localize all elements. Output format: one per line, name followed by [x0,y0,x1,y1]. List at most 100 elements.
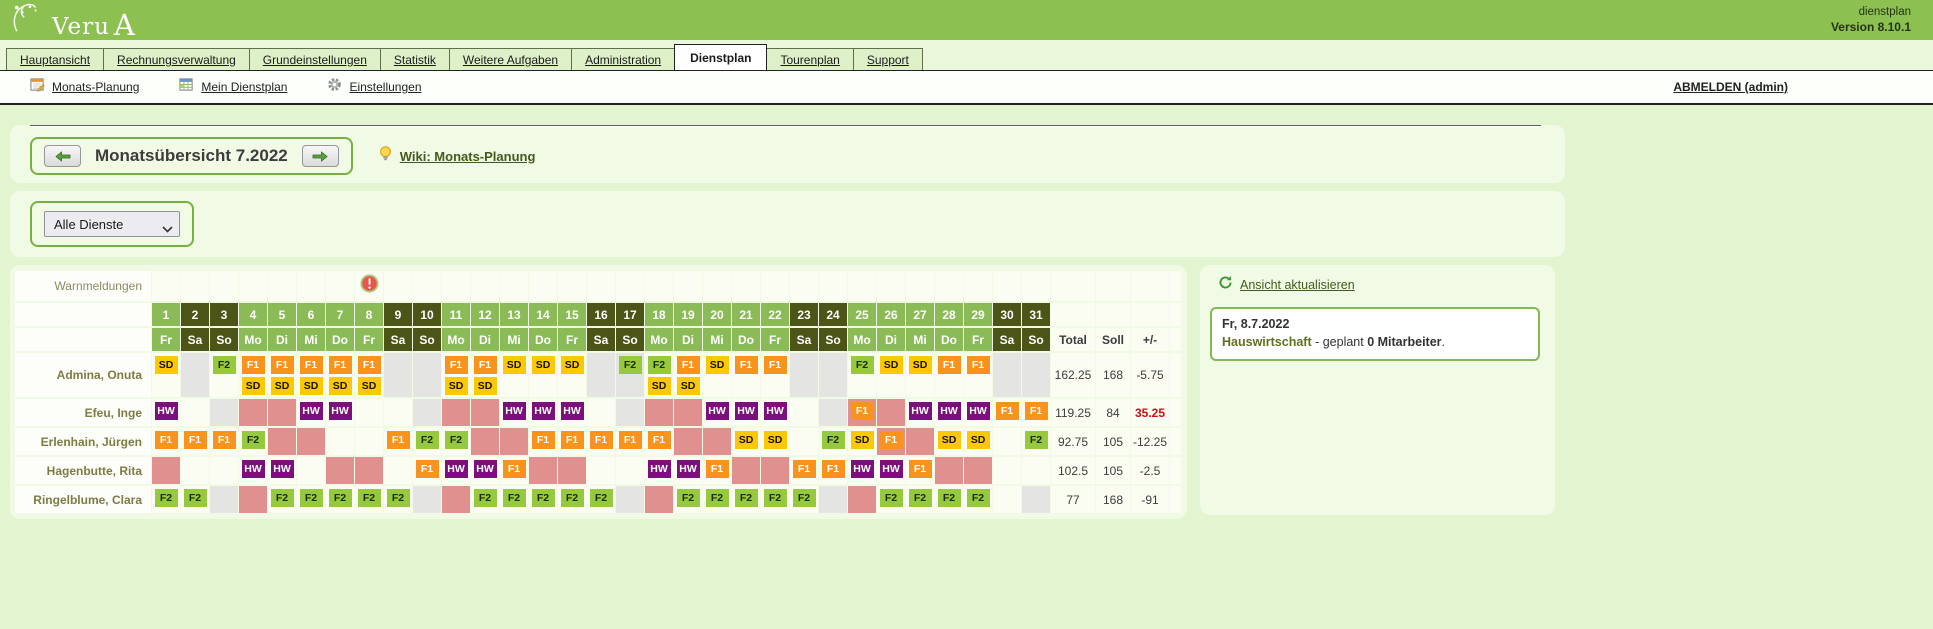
day-cell[interactable] [1022,486,1050,513]
day-cell[interactable] [471,399,499,426]
day-cell[interactable] [152,457,180,484]
day-cell[interactable] [413,353,441,397]
day-cell[interactable]: F2 SD [645,353,673,397]
day-cell[interactable] [993,353,1021,397]
day-cell[interactable]: HW [848,457,876,484]
day-cell[interactable]: F1 [993,399,1021,426]
day-cell[interactable]: F2 [384,486,412,513]
day-cell[interactable] [181,353,209,397]
day-cell[interactable]: HW [297,399,325,426]
toolbar-link-mein-dienstplan[interactable]: Mein Dienstplan [179,77,287,97]
day-cell[interactable]: HW [935,399,963,426]
day-cell[interactable] [181,457,209,484]
day-cell[interactable]: F1 [616,428,644,455]
day-cell[interactable] [935,457,963,484]
day-cell[interactable]: F1 SD [297,353,325,397]
day-cell[interactable] [413,486,441,513]
day-cell[interactable] [210,457,238,484]
day-cell[interactable]: HW [964,399,992,426]
tab-grundeinstellungen[interactable]: Grundeinstellungen [248,48,381,70]
day-cell[interactable]: HW [442,457,470,484]
day-cell[interactable] [616,486,644,513]
day-cell[interactable] [993,457,1021,484]
day-cell[interactable]: F2 [848,353,876,397]
day-cell[interactable]: F1 SD [268,353,296,397]
tab-hauptansicht[interactable]: Hauptansicht [6,48,105,70]
tab-dienstplan[interactable]: Dienstplan [674,44,768,71]
day-cell[interactable]: HW [268,457,296,484]
day-cell[interactable]: F1 [152,428,180,455]
day-cell[interactable] [558,457,586,484]
day-cell[interactable]: SD [848,428,876,455]
day-cell[interactable] [1022,353,1050,397]
day-cell[interactable]: HW [326,399,354,426]
day-cell[interactable] [1022,457,1050,484]
day-cell[interactable] [674,428,702,455]
day-cell[interactable] [355,399,383,426]
day-cell[interactable] [297,457,325,484]
day-cell[interactable]: F2 [355,486,383,513]
day-cell[interactable]: SD [703,353,731,397]
day-cell[interactable] [587,353,615,397]
day-cell[interactable]: SD [732,428,760,455]
day-cell[interactable]: F2 [442,428,470,455]
day-cell[interactable]: F2 [500,486,528,513]
day-cell[interactable]: F1 [413,457,441,484]
day-cell[interactable] [529,457,557,484]
day-cell[interactable] [210,486,238,513]
day-cell[interactable] [355,457,383,484]
day-cell[interactable]: F2 [181,486,209,513]
day-cell[interactable] [993,428,1021,455]
day-cell[interactable]: F2 [964,486,992,513]
day-cell[interactable] [761,457,789,484]
day-cell[interactable]: SD [935,428,963,455]
day-cell[interactable] [268,399,296,426]
toolbar-link-einstellungen[interactable]: Einstellungen [327,77,422,97]
day-cell[interactable]: HW [500,399,528,426]
day-cell[interactable]: F2 [558,486,586,513]
day-cell[interactable]: F1 [500,457,528,484]
day-cell[interactable]: F2 [529,486,557,513]
day-cell[interactable] [877,399,905,426]
day-cell[interactable]: F1 SD [471,353,499,397]
day-cell[interactable]: F1 [790,457,818,484]
day-cell[interactable]: F2 [297,486,325,513]
day-cell[interactable]: SD [529,353,557,397]
tab-weitere-aufgaben[interactable]: Weitere Aufgaben [448,48,573,70]
day-cell[interactable]: HW [558,399,586,426]
day-cell[interactable]: F1 [558,428,586,455]
day-cell[interactable]: HW [674,457,702,484]
day-cell[interactable] [326,457,354,484]
day-cell[interactable] [674,399,702,426]
day-cell[interactable]: F1 [645,428,673,455]
tab-statistik[interactable]: Statistik [379,48,450,70]
day-cell[interactable]: HW [239,457,267,484]
day-cell[interactable]: F1 [906,457,934,484]
day-cell[interactable]: F1 [703,457,731,484]
day-cell[interactable] [645,399,673,426]
day-cell[interactable]: F2 [471,486,499,513]
day-cell[interactable] [790,428,818,455]
day-cell[interactable]: F2 [326,486,354,513]
day-cell[interactable]: F1 [848,399,876,426]
day-cell[interactable]: F2 [1022,428,1050,455]
day-cell[interactable]: F2 [587,486,615,513]
day-cell[interactable] [384,457,412,484]
day-cell[interactable] [471,428,499,455]
prev-month-button[interactable] [44,145,81,167]
day-cell[interactable]: HW [471,457,499,484]
day-cell[interactable] [442,399,470,426]
day-cell[interactable]: F1 [529,428,557,455]
day-cell[interactable]: F1 SD [326,353,354,397]
day-cell[interactable]: F1 [819,457,847,484]
day-cell[interactable]: SD [152,353,180,397]
day-cell[interactable]: F2 [239,428,267,455]
day-cell[interactable] [384,353,412,397]
day-cell[interactable] [616,399,644,426]
day-cell[interactable]: HW [529,399,557,426]
day-cell[interactable]: F1 [964,353,992,397]
warning-cell-day-8[interactable] [355,271,383,301]
day-cell[interactable] [790,353,818,397]
day-cell[interactable] [732,457,760,484]
day-cell[interactable]: SD [761,428,789,455]
